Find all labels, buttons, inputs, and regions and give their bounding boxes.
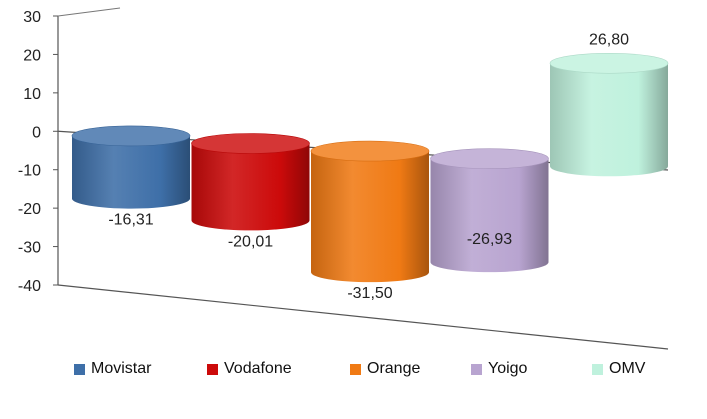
data-label: -20,01 bbox=[228, 233, 273, 250]
legend-item-orange: Orange bbox=[350, 359, 420, 379]
y-tick-label: 30 bbox=[23, 9, 41, 26]
bar-orange bbox=[310, 140, 430, 283]
bar-top-cap bbox=[71, 125, 191, 147]
y-tick-label: 10 bbox=[23, 86, 41, 103]
bar-top-cap bbox=[310, 140, 430, 162]
data-label: -16,31 bbox=[108, 212, 153, 229]
legend-item-vodafone: Vodafone bbox=[207, 359, 292, 379]
y-tick-label: -30 bbox=[18, 240, 41, 257]
bar-body bbox=[311, 151, 429, 283]
bar-omv bbox=[549, 52, 669, 177]
legend-item-yoigo: Yoigo bbox=[471, 359, 527, 379]
data-label: 26,80 bbox=[589, 31, 629, 48]
legend-swatch-omv bbox=[592, 363, 603, 375]
y-tick-labels: 30 20 10 0 -10 -20 -30 -40 bbox=[18, 9, 41, 295]
legend-swatch-orange bbox=[350, 363, 361, 375]
legend-swatch-movistar bbox=[74, 363, 85, 375]
y-tick-label: 20 bbox=[23, 47, 41, 64]
legend: Movistar Vodafone Orange Yoigo OMV bbox=[0, 355, 707, 383]
floor-edge bbox=[57, 284, 669, 350]
legend-label: OMV bbox=[609, 360, 646, 377]
bar-body bbox=[550, 63, 668, 177]
bar-top-cap bbox=[549, 52, 669, 74]
y-tick-label: -10 bbox=[18, 163, 41, 180]
legend-swatch-yoigo bbox=[471, 363, 482, 375]
data-label: -31,50 bbox=[347, 285, 392, 302]
data-label: -26,93 bbox=[467, 231, 512, 248]
legend-swatch-vodafone bbox=[207, 363, 218, 375]
bar-body bbox=[191, 143, 310, 231]
bar-movistar bbox=[71, 125, 191, 209]
legend-item-movistar: Movistar bbox=[74, 359, 151, 379]
legend-label: Movistar bbox=[91, 360, 152, 377]
y-tick-label: -40 bbox=[18, 278, 41, 295]
legend-label: Orange bbox=[367, 360, 421, 377]
legend-item-omv: OMV bbox=[592, 359, 645, 379]
bar-top-cap bbox=[430, 148, 549, 169]
legend-label: Yoigo bbox=[488, 360, 528, 377]
bars bbox=[71, 52, 669, 283]
legend-label: Vodafone bbox=[224, 360, 292, 377]
data-labels: -16,31 -20,01 -31,50 -26,93 26,80 bbox=[108, 31, 629, 302]
bar-body bbox=[72, 135, 190, 209]
y-tick-label: -20 bbox=[18, 201, 41, 218]
bar-body bbox=[430, 158, 549, 273]
bar-vodafone bbox=[191, 133, 310, 231]
bar-top-cap bbox=[191, 133, 310, 154]
back-wall-edge bbox=[57, 7, 121, 17]
y-tick-label: 0 bbox=[32, 124, 41, 141]
bar-yoigo bbox=[430, 148, 549, 273]
